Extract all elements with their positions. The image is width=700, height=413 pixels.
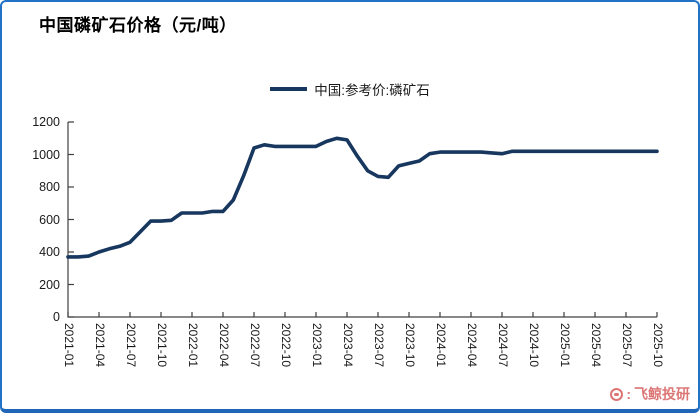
watermark: : 飞鲸投研 <box>610 384 690 404</box>
y-tick-label: 0 <box>53 310 60 324</box>
y-tick-label: 200 <box>39 277 60 292</box>
y-tick-label: 800 <box>39 180 60 194</box>
y-tick-label: 1000 <box>32 147 60 162</box>
watermark-separator: : <box>626 386 631 402</box>
legend-line-swatch <box>270 87 308 91</box>
chart-title: 中国磷矿石价格（元/吨） <box>39 16 237 35</box>
price-line <box>66 136 659 259</box>
legend: 中国:参考价:磷矿石 <box>2 79 698 99</box>
whale-logo-icon <box>610 387 624 401</box>
watermark-text: 飞鲸投研 <box>634 386 690 402</box>
legend-label: 中国:参考价:磷矿石 <box>314 83 430 98</box>
y-tick-label: 400 <box>39 245 60 259</box>
y-tick-label: 600 <box>39 212 60 227</box>
y-tick-label: 1200 <box>32 115 60 129</box>
